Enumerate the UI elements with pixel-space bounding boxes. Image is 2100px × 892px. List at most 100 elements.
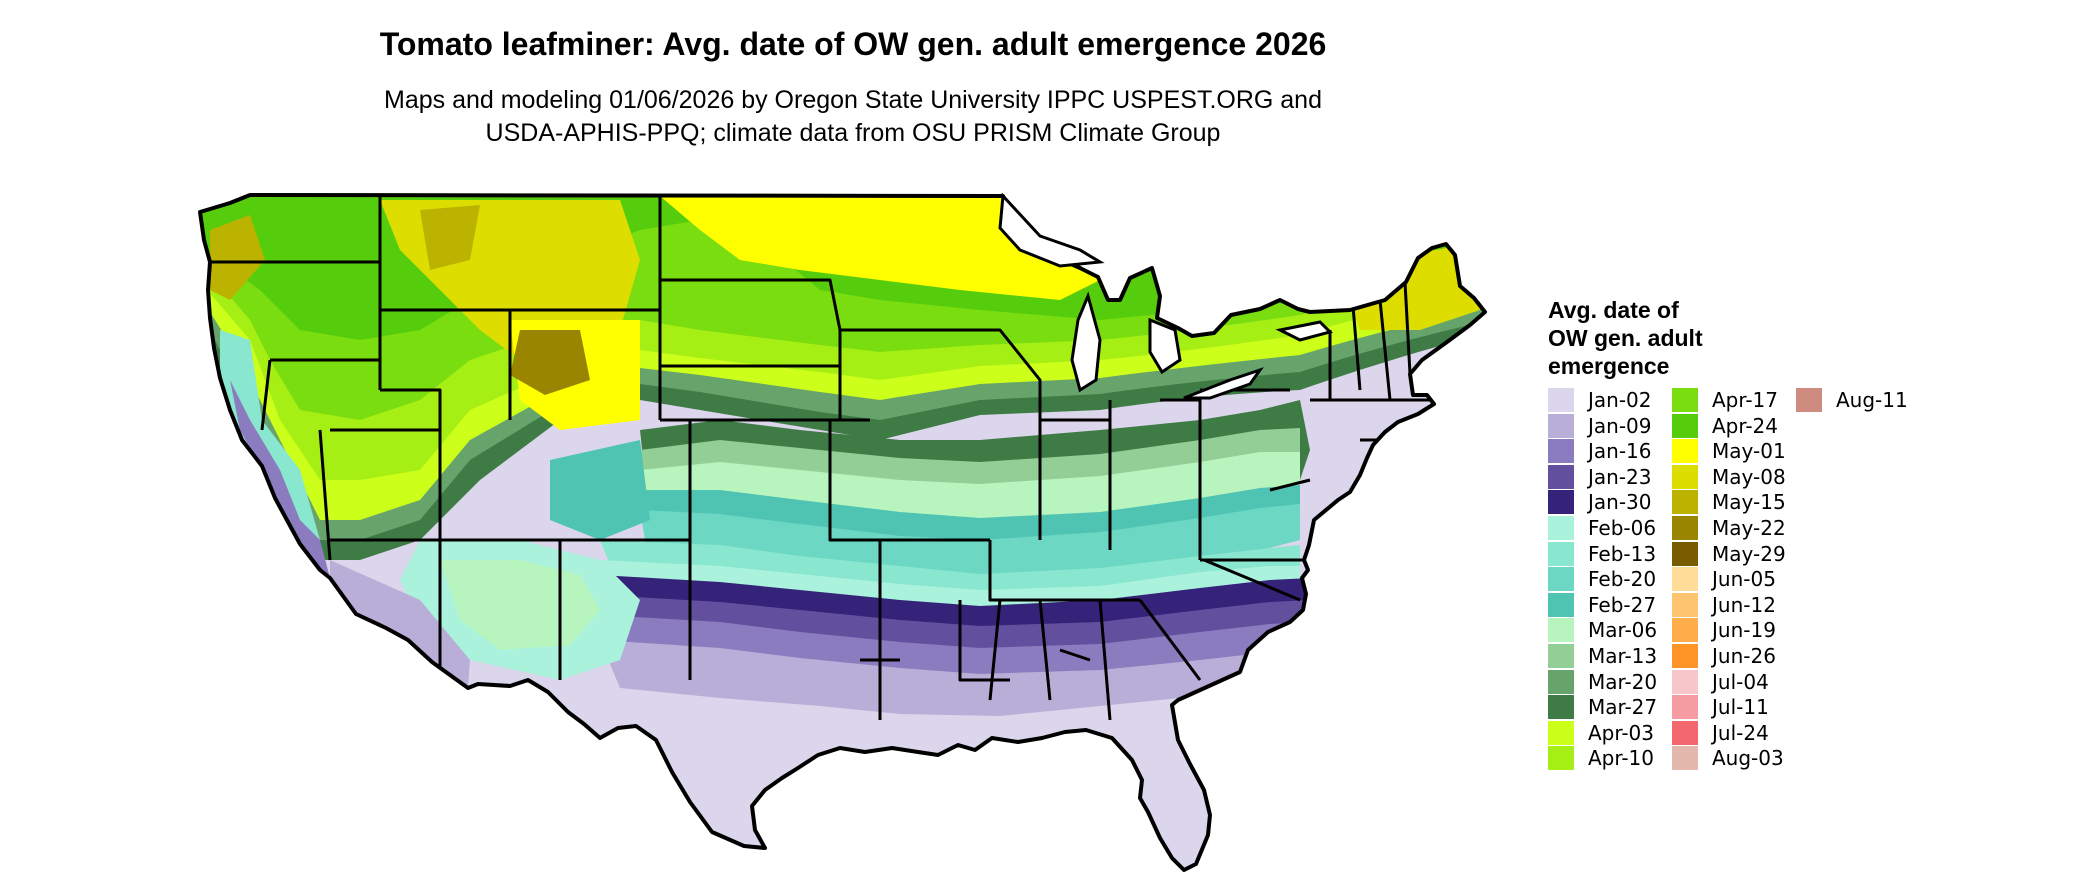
lake-michigan xyxy=(1070,291,1102,393)
legend-swatch xyxy=(1548,669,1574,694)
legend-label: May-15 xyxy=(1712,490,1786,515)
legend-item: May-08 xyxy=(1672,464,1842,491)
subtitle-line-2: USDA-APHIS-PPQ; climate data from OSU PR… xyxy=(485,119,1221,147)
legend-swatch xyxy=(1548,720,1574,745)
state-boundaries xyxy=(210,196,1470,721)
legend-swatch xyxy=(1672,567,1698,592)
legend-label: Feb-06 xyxy=(1588,516,1657,540)
legend-item: Jul-11 xyxy=(1672,695,1842,721)
legend-item: Jul-04 xyxy=(1672,669,1842,696)
legend-label: Feb-20 xyxy=(1588,567,1657,592)
legend-swatch xyxy=(1548,618,1574,643)
legend-label: May-01 xyxy=(1712,439,1786,464)
legend-title-line-2: OW gen. adult xyxy=(1548,325,1703,351)
legend-item: Apr-10 xyxy=(1548,746,1718,772)
legend-swatch xyxy=(1548,388,1574,412)
legend-label: Feb-27 xyxy=(1588,592,1657,617)
legend-item: Apr-24 xyxy=(1672,413,1842,440)
legend-item: May-22 xyxy=(1672,516,1842,542)
legend-item: May-15 xyxy=(1672,490,1842,516)
legend-swatch xyxy=(1672,644,1698,668)
legend-label: Mar-27 xyxy=(1588,695,1658,720)
legend-swatch xyxy=(1672,413,1698,438)
legend-label: Mar-20 xyxy=(1588,669,1658,694)
emergence-date-zones xyxy=(200,195,1485,870)
lake-huron xyxy=(1148,317,1182,375)
map-subtitle: Maps and modeling 01/06/2026 by Oregon S… xyxy=(0,84,1706,150)
legend-label: Feb-13 xyxy=(1588,541,1657,566)
legend-item: Aug-11 xyxy=(1796,388,1966,414)
legend-item: Jan-09 xyxy=(1548,413,1718,440)
legend-swatch xyxy=(1672,746,1698,771)
legend-label: Jun-19 xyxy=(1712,618,1776,643)
legend-label: Aug-03 xyxy=(1712,746,1784,771)
legend-item: Jun-05 xyxy=(1672,567,1842,593)
legend-label: Jan-23 xyxy=(1588,464,1652,489)
legend-item: May-01 xyxy=(1672,439,1842,465)
legend-item: Jun-26 xyxy=(1672,644,1842,670)
legend-label: Jan-16 xyxy=(1588,439,1652,464)
legend-label: Apr-10 xyxy=(1588,746,1654,771)
legend-item: Apr-17 xyxy=(1672,388,1842,414)
legend-swatch xyxy=(1548,541,1574,566)
legend-swatch xyxy=(1548,644,1574,668)
legend-swatch xyxy=(1672,618,1698,643)
legend-item: Feb-20 xyxy=(1548,567,1718,593)
legend-label: Apr-03 xyxy=(1588,720,1654,745)
legend-item: Jun-19 xyxy=(1672,618,1842,644)
legend-label: Mar-06 xyxy=(1588,618,1658,643)
legend-swatch xyxy=(1548,439,1574,464)
subtitle-line-1: Maps and modeling 01/06/2026 by Oregon S… xyxy=(384,86,1322,114)
legend-label: Apr-24 xyxy=(1712,413,1778,438)
legend-item: Mar-27 xyxy=(1548,695,1718,721)
legend-swatch xyxy=(1672,669,1698,694)
legend-swatch xyxy=(1548,592,1574,617)
legend-item: Jan-16 xyxy=(1548,439,1718,465)
legend-swatch xyxy=(1548,464,1574,489)
legend-item: Feb-13 xyxy=(1548,541,1718,568)
legend-label: Mar-13 xyxy=(1588,644,1658,668)
legend-swatch xyxy=(1672,592,1698,617)
legend-swatch xyxy=(1548,746,1574,771)
legend-swatch xyxy=(1548,413,1574,438)
legend-label: Jul-24 xyxy=(1712,720,1769,745)
us-emergence-map xyxy=(198,192,1487,872)
legend-swatch xyxy=(1672,541,1698,566)
legend-item: Feb-27 xyxy=(1548,592,1718,619)
legend-label: Jan-02 xyxy=(1588,388,1652,412)
legend-item: Jan-30 xyxy=(1548,490,1718,516)
map-title: Tomato leafminer: Avg. date of OW gen. a… xyxy=(379,26,1327,62)
legend-label: Jun-05 xyxy=(1712,567,1776,592)
legend-item: Jan-02 xyxy=(1548,388,1718,414)
legend-item: Mar-13 xyxy=(1548,644,1718,670)
legend-swatch xyxy=(1672,516,1698,540)
legend-label: Apr-17 xyxy=(1712,388,1778,412)
lake-superior xyxy=(998,192,1105,268)
legend-swatch xyxy=(1672,388,1698,412)
legend-item: Mar-06 xyxy=(1548,618,1718,644)
legend-item: Apr-03 xyxy=(1548,720,1718,747)
legend-title-line-3: emergence xyxy=(1548,353,1670,379)
lake-erie xyxy=(1183,367,1264,400)
legend-label: Jul-11 xyxy=(1712,695,1769,720)
legend-label: Jul-04 xyxy=(1712,669,1769,694)
legend-title: Avg. date of OW gen. adult emergence xyxy=(1548,296,1788,380)
legend-swatch xyxy=(1796,388,1822,412)
legend-label: Jan-09 xyxy=(1588,413,1652,438)
legend-label: May-29 xyxy=(1712,541,1786,566)
legend-item: Feb-06 xyxy=(1548,516,1718,542)
legend-item: Jan-23 xyxy=(1548,464,1718,491)
legend-swatch xyxy=(1672,720,1698,745)
legend-swatch xyxy=(1548,567,1574,592)
legend-item: Jun-12 xyxy=(1672,592,1842,619)
legend-label: Jun-12 xyxy=(1712,592,1776,617)
lake-ontario xyxy=(1275,320,1333,342)
legend-swatch xyxy=(1672,439,1698,464)
legend-swatch xyxy=(1672,490,1698,515)
legend-label: Aug-11 xyxy=(1836,388,1908,412)
legend-swatch xyxy=(1548,695,1574,720)
legend-swatch xyxy=(1548,490,1574,515)
legend-label: May-08 xyxy=(1712,464,1786,489)
legend-item: May-29 xyxy=(1672,541,1842,568)
legend-label: Jun-26 xyxy=(1712,644,1776,668)
